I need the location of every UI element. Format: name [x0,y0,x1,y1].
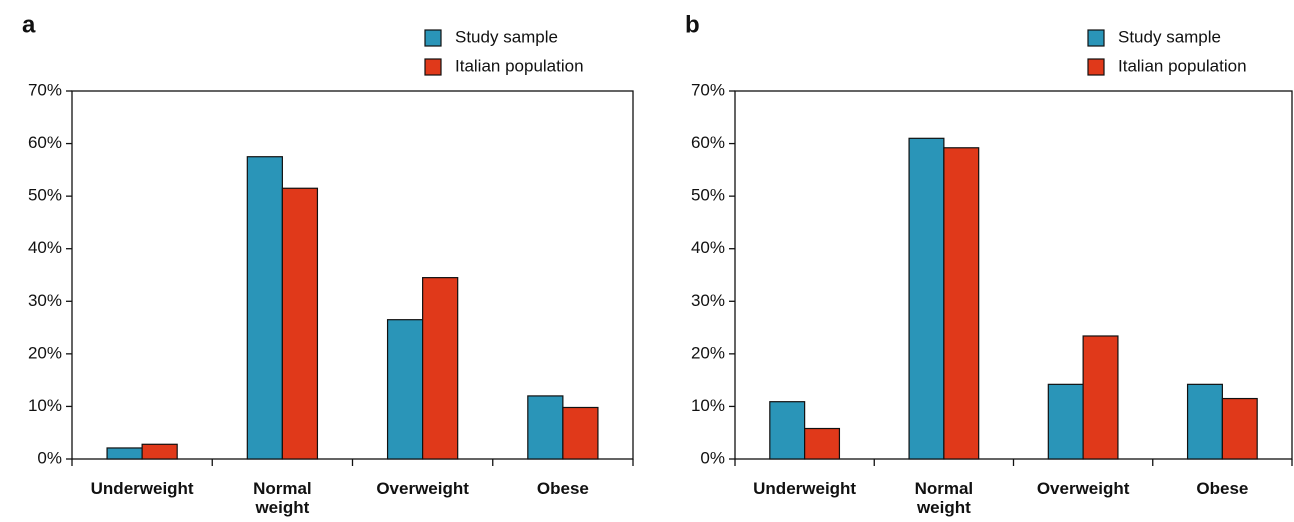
bar [1186,383,1223,460]
y-tick-label: 70% [691,80,725,99]
x-tick-label: Obese [536,479,589,498]
bar [769,401,806,460]
bar [1047,383,1084,460]
y-tick-label: 60% [691,133,725,152]
bar [246,156,283,460]
bar [1221,397,1258,460]
x-tick-label: Underweight [90,479,194,498]
y-tick-label: 40% [28,238,62,257]
bar [1082,335,1119,460]
y-tick-label: 50% [691,186,725,205]
y-tick-label: 0% [37,448,62,467]
y-tick-label: 30% [28,291,62,310]
y-tick-label: 50% [28,186,62,205]
bar [106,447,143,460]
x-tick-label: Underweight [753,479,857,498]
legend-label: Study sample [455,27,558,46]
bar [908,137,945,460]
bar [422,277,459,460]
bar [527,395,564,460]
panel-label: b [685,11,700,38]
bar [804,427,841,460]
panel-label: a [22,11,36,38]
bar [386,319,424,460]
legend-label: Italian population [455,56,584,75]
y-tick-label: 20% [28,343,62,362]
legend-label: Study sample [1118,27,1221,46]
x-tick-label: Normal weight [253,479,312,517]
y-tick-label: 40% [691,238,725,257]
legend-swatch [1087,29,1105,47]
x-tick-label: Overweight [1036,479,1130,498]
y-tick-label: 10% [28,396,62,415]
bar [562,406,599,460]
legend-swatch [1087,58,1105,76]
bar [141,443,178,460]
y-tick-label: 30% [691,291,725,310]
y-tick-label: 20% [691,343,725,362]
legend-swatch [424,29,442,47]
y-tick-label: 10% [691,396,725,415]
bar [281,187,319,460]
bar [943,147,980,460]
x-tick-label: Normal weight [914,479,974,517]
y-tick-label: 70% [28,80,62,99]
x-tick-label: Overweight [376,479,469,498]
x-tick-label: Obese [1196,479,1249,498]
legend-swatch [424,58,442,76]
legend-label: Italian population [1118,56,1247,75]
y-tick-label: 0% [700,448,725,467]
y-tick-label: 60% [28,133,62,152]
